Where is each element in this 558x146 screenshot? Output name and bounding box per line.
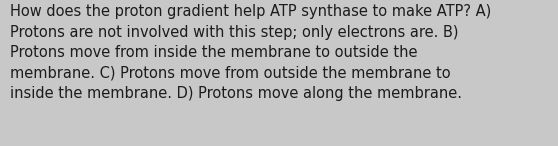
Text: How does the proton gradient help ATP synthase to make ATP? A)
Protons are not i: How does the proton gradient help ATP sy… (10, 4, 491, 101)
